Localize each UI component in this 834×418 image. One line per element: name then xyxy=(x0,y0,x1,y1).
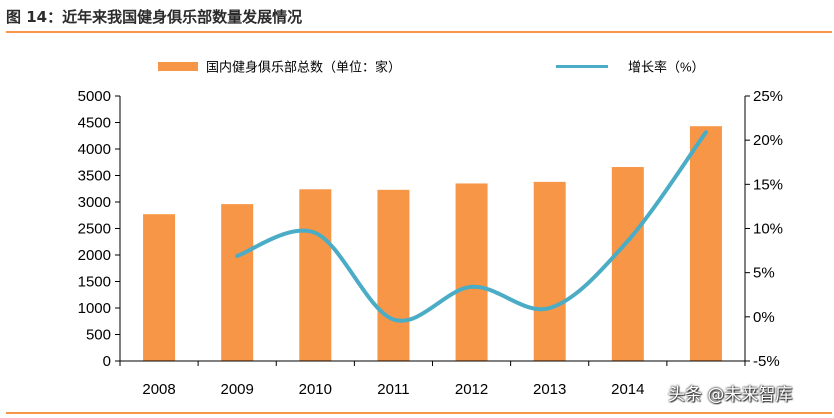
legend-bar-swatch xyxy=(158,62,198,71)
x-tick-label: 2009 xyxy=(221,381,254,398)
bar-2015 xyxy=(689,126,722,362)
bar-2012 xyxy=(455,183,488,361)
bar-2008 xyxy=(143,214,176,361)
x-tick-label: 2014 xyxy=(611,381,644,398)
y-left-tick-label: 1500 xyxy=(78,274,111,291)
legend-bar-label: 国内健身俱乐部总数（单位：家） xyxy=(206,60,401,75)
growth-rate-point xyxy=(549,308,550,309)
x-tick-label: 2008 xyxy=(142,381,175,398)
growth-rate-point xyxy=(705,132,706,133)
y-left-tick-label: 5000 xyxy=(78,88,111,105)
legend: 国内健身俱乐部总数（单位：家） 增长率（%） xyxy=(158,60,705,75)
y-right-tick-label: 10% xyxy=(753,221,783,238)
y-right-tick-label: 0% xyxy=(753,309,775,326)
bar-2009 xyxy=(221,204,254,361)
x-tick-label: 2013 xyxy=(533,381,566,398)
y-right-tick-label: 5% xyxy=(753,265,775,282)
growth-rate-point xyxy=(471,286,472,287)
y-right-tick-label: -5% xyxy=(753,353,780,370)
bar-2011 xyxy=(377,189,410,361)
plot-area: 0 500 1000 1500 2000 2500 3000 3500 4000 4500 5000… xyxy=(78,88,783,398)
x-tick-label: 2010 xyxy=(299,381,332,398)
y-right-tick-label: 20% xyxy=(753,132,783,149)
growth-rate-line xyxy=(235,130,708,323)
x-tick-label: 2012 xyxy=(455,381,488,398)
y-left-tick-label: 4000 xyxy=(78,141,111,158)
y-left-tick-label: 3500 xyxy=(78,168,111,185)
bar-2013 xyxy=(533,181,566,361)
bar-2014 xyxy=(611,167,644,361)
growth-rate-point xyxy=(237,255,238,256)
y-left-tick-label: 2000 xyxy=(78,247,111,264)
y-left-tick-label: 500 xyxy=(86,327,111,344)
x-tick-label: 2011 xyxy=(377,381,409,398)
bottom-rule xyxy=(6,412,832,414)
growth-rate-point xyxy=(393,319,394,320)
watermark: 头条 @未来智库 xyxy=(668,385,793,405)
growth-rate-point xyxy=(627,240,628,241)
y-left-tick-label: 0 xyxy=(103,353,111,370)
growth-rate-point xyxy=(315,232,316,233)
bar-2010 xyxy=(299,189,332,361)
y-right-tick-label: 25% xyxy=(753,88,783,105)
legend-line-label: 增长率（%） xyxy=(628,60,705,75)
y-left-tick-label: 4500 xyxy=(78,115,111,132)
y-left-tick-label: 3000 xyxy=(78,194,111,211)
figure-title: 图 14：近年来我国健身俱乐部数量发展情况 xyxy=(6,8,303,26)
title-rule xyxy=(6,31,832,33)
y-left-tick-label: 1000 xyxy=(78,300,111,317)
y-left-tick-label: 2500 xyxy=(78,221,111,238)
y-right-tick-label: 15% xyxy=(753,176,783,193)
